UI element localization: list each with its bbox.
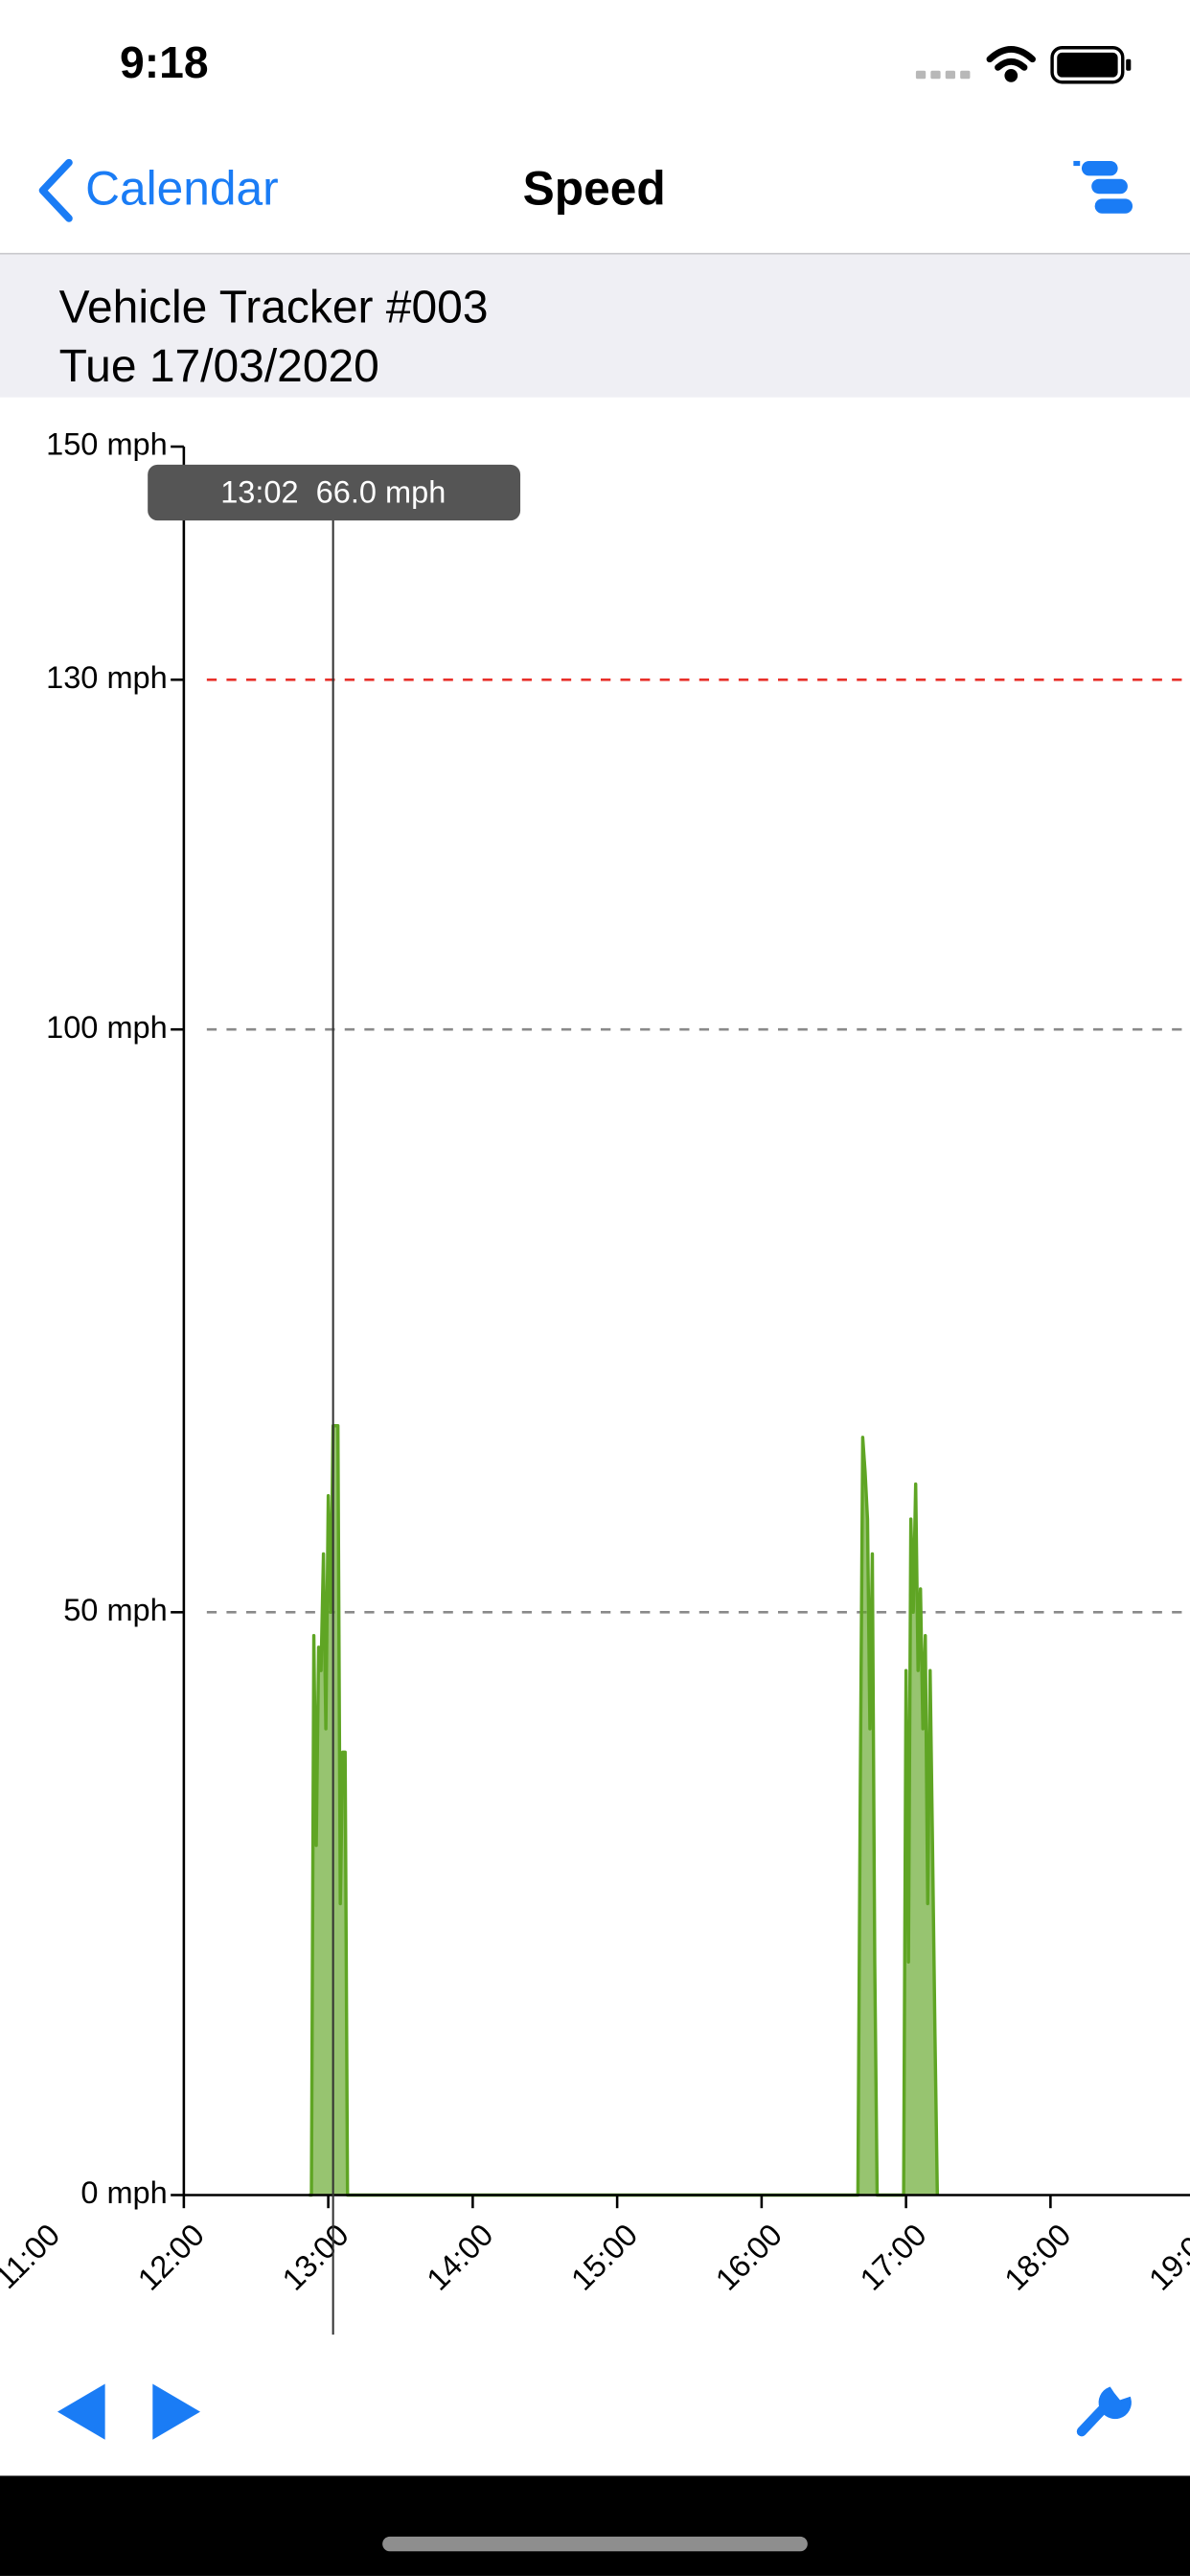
back-button[interactable]: Calendar	[85, 162, 279, 216]
y-tick-label: 150 mph	[46, 427, 168, 462]
status-time: 9:18	[120, 37, 209, 87]
back-chevron[interactable]	[38, 158, 73, 222]
header-bg	[0, 254, 1190, 398]
next-button[interactable]	[152, 2383, 200, 2440]
x-tick-label: 14:00	[421, 2218, 500, 2297]
settings-button[interactable]	[1076, 2386, 1132, 2437]
grid	[206, 678, 1190, 1614]
x-tick-label: 16:00	[709, 2218, 789, 2297]
home-indicator[interactable]	[382, 2536, 808, 2552]
y-tick-label: 100 mph	[46, 1010, 168, 1045]
tooltip-bg	[148, 464, 521, 521]
wifi	[986, 46, 1036, 82]
x-tick-label: 13:00	[276, 2218, 355, 2297]
x-tick-label: 17:00	[854, 2218, 933, 2297]
nav-title: Speed	[523, 162, 666, 216]
plot-area	[309, 1424, 940, 2197]
y-tick-label: 0 mph	[80, 2175, 167, 2210]
speed-line	[309, 1424, 940, 2197]
menu-button[interactable]	[1073, 160, 1133, 214]
x-tick-label: 12:00	[131, 2218, 211, 2297]
signal	[915, 70, 971, 80]
y-tick-label: 130 mph	[46, 660, 168, 695]
prev-button[interactable]	[57, 2383, 105, 2440]
home-area	[0, 2475, 1190, 2576]
x-tick-label: 11:00	[0, 2218, 66, 2295]
y-tick-label: 50 mph	[63, 1593, 168, 1627]
date: Tue 17/03/2020	[59, 341, 379, 392]
tooltip-text: 13:02 66.0 mph	[220, 474, 446, 509]
x-tick-label: 19:00	[1142, 2218, 1190, 2297]
speed-area	[309, 1425, 938, 2196]
x-tick-label: 18:00	[998, 2218, 1078, 2297]
battery	[1050, 46, 1132, 84]
vehicle-name: Vehicle Tracker #003	[59, 283, 489, 334]
axes: 0 mph 50 mph 100 mph 130 mph 150 mph 11:00 12:…	[0, 427, 1190, 2335]
x-tick-label: 15:00	[564, 2218, 644, 2297]
